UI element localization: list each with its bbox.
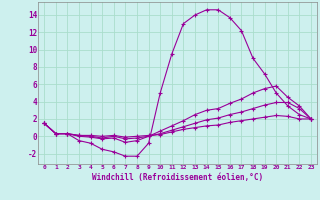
X-axis label: Windchill (Refroidissement éolien,°C): Windchill (Refroidissement éolien,°C) (92, 173, 263, 182)
